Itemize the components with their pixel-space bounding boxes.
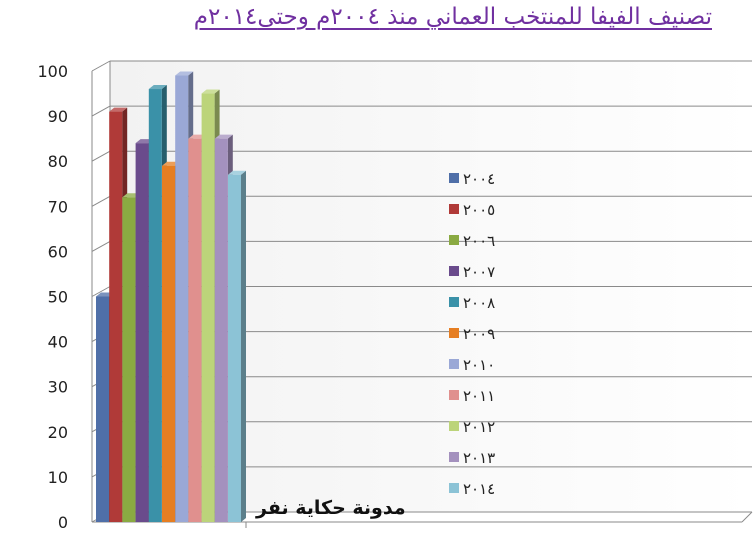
legend-swatch xyxy=(449,483,459,493)
bar-front xyxy=(135,143,149,522)
legend-swatch xyxy=(449,266,459,276)
y-tick-label: 60 xyxy=(48,242,68,261)
legend-label: ٢٠١٢ xyxy=(463,418,495,436)
legend-item: ٢٠١٢ xyxy=(449,418,495,436)
side-gridline xyxy=(91,150,111,162)
legend-swatch xyxy=(449,235,459,245)
legend-label: ٢٠٠٤ xyxy=(463,170,495,188)
legend-item: ٢٠٠٥ xyxy=(449,201,495,219)
bar-front xyxy=(188,138,202,522)
legend-item: ٢٠١٤ xyxy=(449,480,495,498)
legend-swatch xyxy=(449,390,459,400)
side-gridline xyxy=(91,105,111,117)
legend-swatch xyxy=(449,297,459,307)
y-tick-label: 30 xyxy=(48,378,68,397)
bar-front xyxy=(228,174,241,523)
bar-front xyxy=(162,165,175,522)
legend-item: ٢٠٠٤ xyxy=(449,170,495,188)
watermark-text: مدونة حكاية نفر xyxy=(256,497,406,519)
legend-swatch xyxy=(449,204,459,214)
y-tick-label: 50 xyxy=(48,288,68,307)
legend-swatch xyxy=(449,328,459,338)
floor-edge-line xyxy=(741,511,753,523)
legend-item: ٢٠١٣ xyxy=(449,449,495,467)
side-gridline xyxy=(91,240,111,252)
legend-item: ٢٠٠٦ xyxy=(449,232,495,250)
y-tick-label: 0 xyxy=(58,513,68,532)
bar-front xyxy=(109,111,123,522)
chart-bars xyxy=(96,71,246,523)
legend-label: ٢٠٠٧ xyxy=(463,263,495,281)
legend-swatch xyxy=(449,452,459,462)
bar-front xyxy=(175,75,189,522)
bar-top xyxy=(228,170,246,175)
chart-title: تصنيف الفيفا للمنتخب العماني منذ ٢٠٠٤م و… xyxy=(193,4,712,30)
side-gridline xyxy=(91,195,111,207)
y-tick-label: 40 xyxy=(48,333,68,352)
y-axis-tick-labels: 0 10 20 30 40 50 60 70 80 90 100 xyxy=(37,62,68,532)
side-gridline xyxy=(91,60,111,72)
side-gridline xyxy=(91,286,111,297)
legend-item: ٢٠١١ xyxy=(449,387,495,405)
chart-legend: ٢٠٠٤ ٢٠٠٥ ٢٠٠٦ ٢٠٠٧ ٢٠٠٨ ٢٠٠٩ ٢٠١٠ ٢٠١١ ٢٠١٢ ٢٠١٣… xyxy=(449,170,495,498)
legend-label: ٢٠١٠ xyxy=(463,356,495,374)
bar-11 xyxy=(228,170,246,523)
legend-label: ٢٠١١ xyxy=(463,387,495,405)
legend-item: ٢٠٠٧ xyxy=(449,263,495,281)
legend-item: ٢٠١٠ xyxy=(449,356,495,374)
legend-label: ٢٠٠٥ xyxy=(463,201,495,219)
bar-front xyxy=(148,89,162,522)
bar-front xyxy=(214,138,228,522)
bar-front xyxy=(201,93,215,523)
y-tick-label: 100 xyxy=(37,62,68,81)
y-tick-label: 90 xyxy=(48,107,68,126)
bar-side xyxy=(241,170,246,523)
legend-label: ٢٠١٤ xyxy=(463,480,495,498)
legend-label: ٢٠٠٩ xyxy=(463,325,495,343)
legend-swatch xyxy=(449,359,459,369)
y-tick-label: 70 xyxy=(48,197,68,216)
legend-item: ٢٠٠٩ xyxy=(449,325,495,343)
legend-swatch xyxy=(449,173,459,183)
y-tick-label: 10 xyxy=(48,468,68,487)
bar-top xyxy=(201,89,220,94)
legend-label: ٢٠٠٨ xyxy=(463,294,495,312)
y-tick-label: 20 xyxy=(48,423,68,442)
bar-front xyxy=(96,296,109,522)
legend-swatch xyxy=(449,421,459,431)
bar-top xyxy=(109,107,128,112)
bar-front xyxy=(122,197,136,522)
bar-top xyxy=(175,71,194,76)
legend-label: ٢٠١٣ xyxy=(463,449,495,467)
y-tick-label: 80 xyxy=(48,152,68,171)
legend-label: ٢٠٠٦ xyxy=(463,232,495,250)
bar-top xyxy=(148,85,167,90)
bar-top xyxy=(214,134,233,139)
legend-item: ٢٠٠٨ xyxy=(449,294,495,312)
